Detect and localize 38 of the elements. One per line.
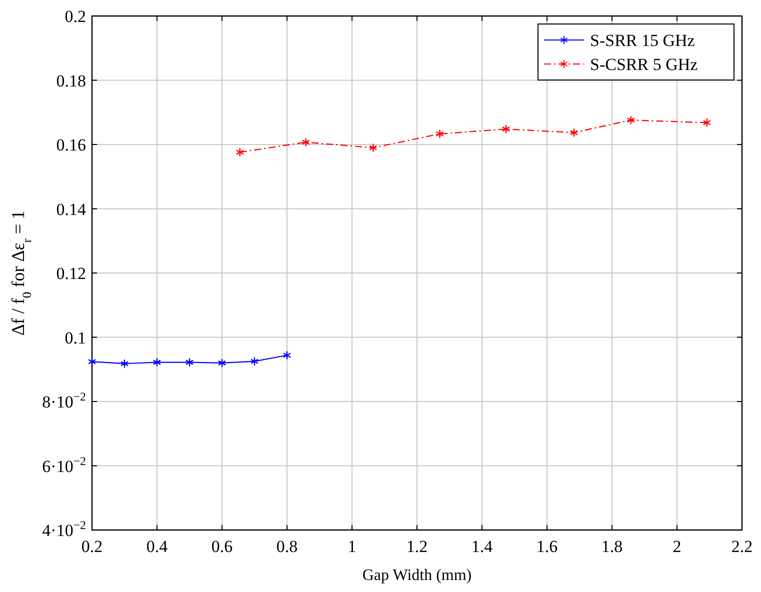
y-tick-label: 0.12 xyxy=(56,264,86,283)
point xyxy=(282,350,292,360)
point xyxy=(120,358,129,368)
x-tick-label: 0.8 xyxy=(276,537,298,556)
point xyxy=(218,358,226,368)
x-tick-label: 1.2 xyxy=(406,537,428,556)
y-tick-label: 0.18 xyxy=(56,71,86,90)
x-tick-label: 2 xyxy=(672,537,682,556)
x-tick-label: 0.6 xyxy=(211,537,233,556)
point xyxy=(88,357,96,366)
point xyxy=(152,358,162,367)
x-tick-label: 0.4 xyxy=(146,537,168,556)
legend-label: S-SRR 15 GHz xyxy=(590,31,696,50)
point xyxy=(250,356,259,366)
x-tick-label: 1.6 xyxy=(536,537,558,556)
x-axis-title: Gap Width (mm) xyxy=(362,567,472,584)
x-tick-label: 0.2 xyxy=(81,537,103,556)
point xyxy=(302,138,310,147)
point xyxy=(702,118,711,128)
y-tick-label: 0.2 xyxy=(64,7,86,26)
point xyxy=(236,148,244,157)
y-tick-label: 0.14 xyxy=(56,200,86,219)
x-tick-label: 1.8 xyxy=(601,537,623,556)
point xyxy=(502,124,510,134)
y-tick-label: 4·10$^{−2}$ xyxy=(42,518,86,540)
legend-label: S-CSRR 5 GHz xyxy=(590,55,698,74)
x-tick-label: 1 xyxy=(348,537,356,556)
point xyxy=(570,128,578,138)
x-tick-label: 2.2 xyxy=(731,537,753,556)
point xyxy=(626,115,635,125)
point xyxy=(436,129,444,138)
point xyxy=(369,143,378,152)
y-tick-label: 0.16 xyxy=(56,136,86,154)
x-tick-label: 1.4 xyxy=(471,537,494,556)
y-tick-label: 0.1 xyxy=(64,328,86,348)
point xyxy=(185,358,194,367)
y-tick-label: 8·10$^{−2}$ xyxy=(42,390,86,412)
y-tick-label: 6·10$^{−2}$ xyxy=(42,454,86,476)
